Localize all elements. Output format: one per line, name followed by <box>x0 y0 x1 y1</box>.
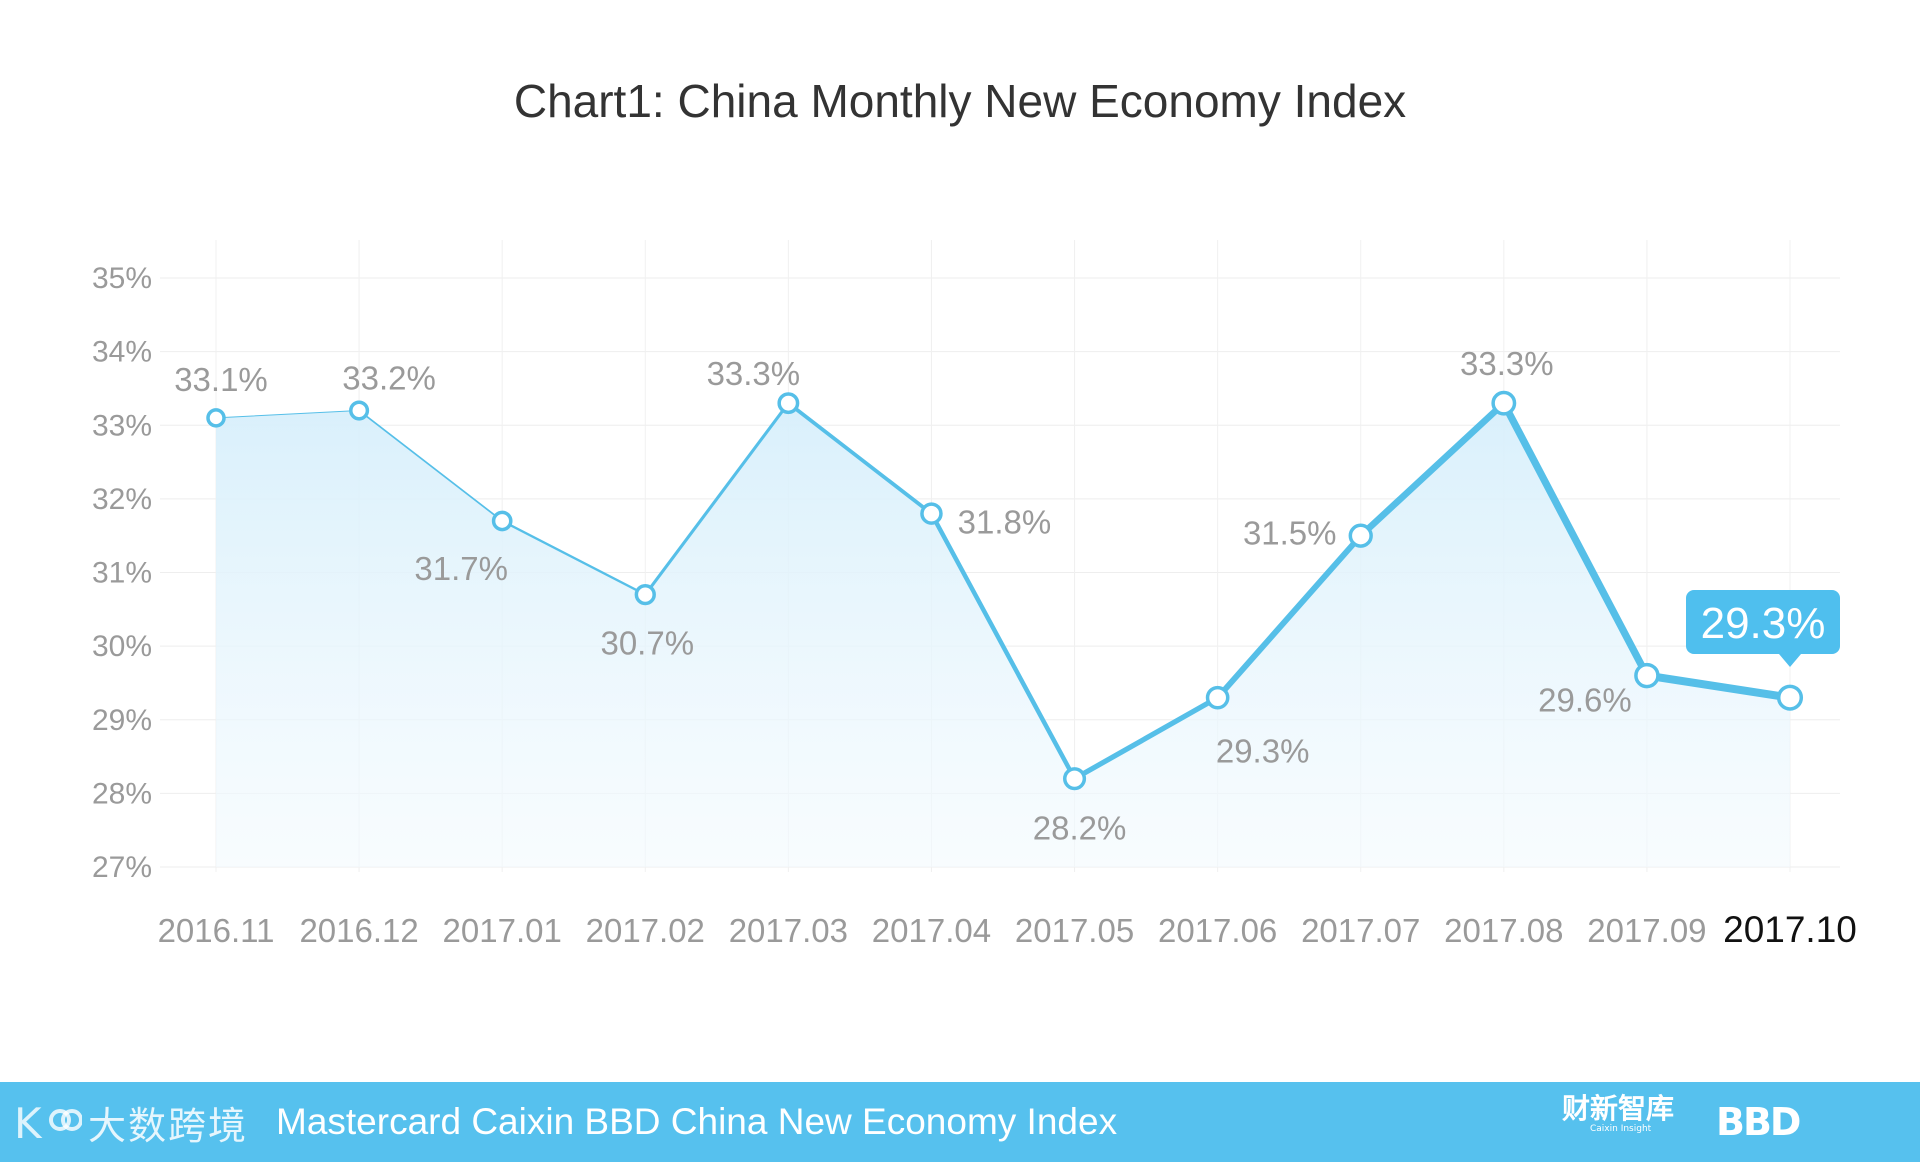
y-tick-label: 27% <box>92 851 152 884</box>
data-point <box>1205 685 1230 710</box>
line-segment <box>215 410 360 419</box>
x-tick-label: 2017.01 <box>443 912 562 949</box>
data-point <box>777 392 800 415</box>
x-tick-label: 2017.02 <box>586 912 705 949</box>
data-label: 33.3% <box>1460 345 1554 382</box>
y-tick-label: 32% <box>92 483 152 516</box>
line-segment <box>929 511 1077 781</box>
data-label: 30.7% <box>600 625 694 662</box>
data-point <box>920 502 943 525</box>
chart-title: Chart1: China Monthly New Economy Index <box>513 75 1407 127</box>
series-line <box>215 399 1794 782</box>
x-tick-label: 2017.08 <box>1444 912 1563 949</box>
y-tick-label: 28% <box>92 777 152 810</box>
footer-title: Mastercard Caixin BBD China New Economy … <box>276 1101 1118 1142</box>
data-label: 31.8% <box>958 504 1052 541</box>
y-tick-label: 29% <box>92 704 152 737</box>
highlight-callout: 29.3% <box>1686 590 1840 667</box>
brand-logo-icon: K <box>14 1099 82 1148</box>
line-segment <box>1642 671 1794 702</box>
brand-left-logo: K 大数跨境 <box>12 1094 248 1150</box>
data-points <box>206 390 1804 791</box>
svg-text:K: K <box>14 1099 43 1148</box>
x-tick-label: 2017.06 <box>1158 912 1277 949</box>
data-point <box>1491 390 1517 416</box>
data-label: 29.3% <box>1216 733 1310 770</box>
x-tick-label: 2017.10 <box>1723 909 1857 950</box>
data-label: 28.2% <box>1033 810 1127 847</box>
line-segment <box>358 409 504 522</box>
line-segment <box>500 519 647 596</box>
axes: 27% 28% 29% 30% 31% 32% 33% 34% 35% 2016.11 2016.1… <box>92 262 1857 950</box>
y-tick-label: 31% <box>92 557 152 590</box>
y-tick-label: 35% <box>92 262 152 295</box>
y-tick-label: 33% <box>92 409 152 442</box>
data-label: 29.6% <box>1538 682 1632 719</box>
line-segment <box>1500 399 1651 680</box>
area-path <box>216 403 1790 867</box>
x-tick-label: 2017.03 <box>729 912 848 949</box>
data-label: 33.1% <box>174 361 268 398</box>
data-point <box>349 400 370 421</box>
bbd-logo: BBD <box>1716 1100 1801 1144</box>
caixin-logo-en: Caixin Insight <box>1590 1124 1652 1134</box>
line-segment <box>786 401 934 516</box>
data-point <box>206 408 226 428</box>
x-tick-label: 2017.09 <box>1587 912 1706 949</box>
y-tick-label: 30% <box>92 630 152 663</box>
data-label: 31.5% <box>1243 515 1337 552</box>
x-tick-label: 2016.12 <box>299 912 418 949</box>
brand-left-text: 大数跨境 <box>88 1103 249 1148</box>
data-point <box>491 510 513 532</box>
line-segment <box>1357 399 1508 539</box>
data-point <box>1348 523 1373 548</box>
x-tick-label: 2016.11 <box>158 912 275 949</box>
data-label: 33.3% <box>707 355 801 392</box>
y-tick-label: 34% <box>92 336 152 369</box>
data-point <box>1062 767 1087 791</box>
line-segment <box>1071 695 1221 782</box>
callout-box <box>1686 590 1840 654</box>
line-segment <box>643 401 790 597</box>
caixin-logo-cn: 财新智库 <box>1562 1092 1675 1125</box>
data-point <box>1634 662 1660 689</box>
x-tick-label: 2017.07 <box>1301 912 1420 949</box>
line-chart: 33.1% 33.2% 31.7% 30.7% 33.3% 31.8% 28.2% 29.3%… <box>92 240 1857 950</box>
data-label: 33.2% <box>342 360 436 397</box>
caixin-insight-logo: 财新智库 Caixin Insight <box>1562 1094 1682 1150</box>
callout-label: 29.3% <box>1701 599 1826 648</box>
x-tick-label: 2017.04 <box>872 912 991 949</box>
area-fill <box>216 403 1790 867</box>
callout-pointer <box>1779 654 1801 667</box>
data-labels: 33.1% 33.2% 31.7% 30.7% 33.3% 31.8% 28.2% 29.3%… <box>174 345 1631 846</box>
x-tick-label: 2017.05 <box>1015 912 1134 949</box>
footer-bar: K 大数跨境 Mastercard Caixin BBD China New E… <box>0 1082 1920 1162</box>
data-point <box>1776 684 1804 711</box>
data-label: 31.7% <box>414 550 508 587</box>
data-point <box>634 583 656 606</box>
line-segment <box>1214 532 1364 701</box>
